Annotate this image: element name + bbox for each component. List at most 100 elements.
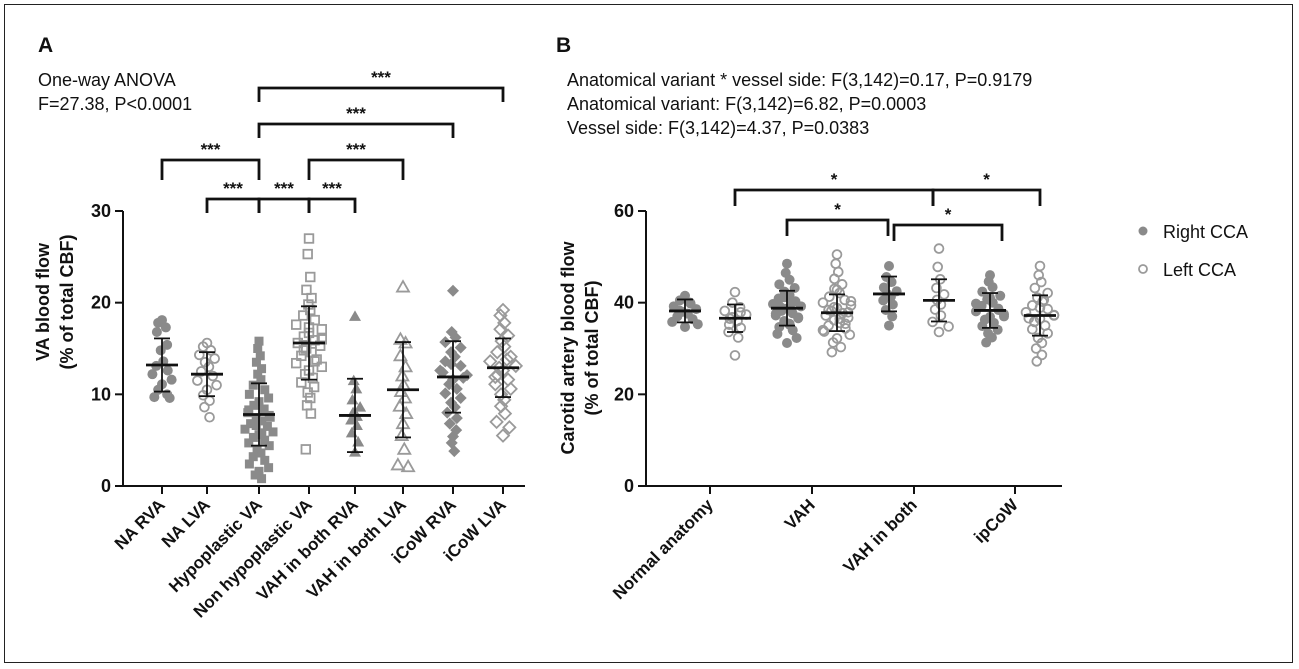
panel-a-point-na-lva-8 — [207, 370, 219, 382]
panel-b-label: B — [556, 34, 571, 57]
panel-a-point-hypoplastic-va-24 — [260, 435, 270, 445]
panel-a-point-vah-in-both-lva-1 — [392, 331, 408, 345]
panel-a-errorbar-hypoplastic-va — [243, 382, 275, 447]
panel-a-point-non-hypoplastic-va-8 — [309, 314, 320, 326]
panel-b-point-vah-in-both-right-cca-11 — [884, 320, 894, 331]
panel-a-errorbar-icow-lva — [487, 337, 519, 398]
panel-b-point-normal-anatomy-left-cca-13 — [735, 306, 746, 318]
panel-a-y-tick-label-30: 30 — [91, 201, 111, 221]
panel-b-point-vah-in-both-left-cca-0 — [933, 243, 945, 254]
panel-a-point-icow-lva-0 — [495, 302, 511, 318]
panel-a-point-vah-in-both-rva-2 — [350, 382, 363, 394]
panel-b-series-normal-anatomy-right-cca — [667, 290, 703, 332]
panel-a-point-hypoplastic-va-19 — [262, 421, 272, 431]
panel-a-point-hypoplastic-va-9 — [244, 389, 254, 399]
panel-b-errorbar-normal-anatomy-left-cca — [719, 303, 751, 333]
panel-a-bracket-3-label: *** — [322, 179, 342, 198]
panel-a-bracket-5 — [257, 122, 455, 138]
panel-b-errorbar-ipcow-right-cca — [974, 292, 1006, 329]
panel-a-point-vah-in-both-lva-12 — [394, 427, 410, 441]
panel-a-point-na-rva-3 — [151, 327, 162, 337]
panel-a-point-hypoplastic-va-1 — [253, 344, 263, 353]
panel-b-stats-line-3: Vessel side: F(3,142)=4.37, P=0.0383 — [567, 118, 869, 138]
panel-b-point-vah-in-both-left-cca-10 — [943, 321, 954, 332]
panel-a-point-hypoplastic-va-10 — [264, 393, 274, 403]
panel-a-series-hypoplastic-va — [240, 336, 278, 484]
panel-a-point-hypoplastic-va-29 — [248, 452, 258, 462]
panel-b-point-ipcow-left-cca-6 — [1037, 296, 1048, 308]
legend-label-right-cca: Right CCA — [1163, 222, 1248, 242]
panel-b-point-normal-anatomy-left-cca-3 — [719, 305, 731, 317]
panel-a-point-non-hypoplastic-va-3 — [301, 284, 312, 296]
panel-a-point-non-hypoplastic-va-4 — [306, 292, 317, 304]
panel-b-errorbar-ipcow-left-cca — [1024, 294, 1056, 337]
panel-a-point-non-hypoplastic-va-15 — [314, 340, 326, 351]
panel-b-point-vah-right-cca-3 — [774, 279, 785, 290]
panel-a-series-non-hypoplastic-va — [290, 233, 328, 455]
panel-b-x-tick-label-vah-in-both: VAH in both — [840, 495, 921, 576]
panel-a-point-hypoplastic-va-4 — [257, 364, 267, 374]
panel-a-bracket-2 — [257, 197, 311, 213]
panel-a-point-icow-rva-17 — [448, 401, 461, 414]
panel-a-point-na-lva-15 — [204, 411, 215, 423]
panel-b-bracket-3 — [892, 223, 1004, 241]
panel-b-point-ipcow-left-cca-17 — [1036, 337, 1048, 349]
panel-b-point-vah-left-cca-16 — [828, 314, 840, 326]
panel-a-point-icow-rva-8 — [454, 359, 467, 372]
panel-b-point-vah-right-cca-26 — [793, 312, 804, 323]
panel-b-stats-line-2: Anatomical variant: F(3,142)=6.82, P=0.0… — [567, 94, 926, 114]
panel-a-bracket-4 — [307, 158, 405, 180]
legend-marker-left-cca — [1138, 264, 1148, 274]
panel-a-point-non-hypoplastic-va-7 — [298, 310, 309, 321]
panel-a-point-icow-rva-14 — [439, 387, 452, 400]
panel-b-series-ipcow-right-cca — [971, 270, 1009, 348]
panel-b-ylabel: Carotid artery blood flow (% of total CB… — [558, 240, 602, 454]
panel-a-point-icow-rva-19 — [450, 412, 463, 425]
panel-b-bracket-2-label: * — [983, 170, 990, 189]
panel-a-point-hypoplastic-va-12 — [249, 400, 259, 410]
panel-b-bracket-1-label: * — [834, 200, 841, 219]
panel-b-series-ipcow-left-cca — [1020, 260, 1060, 367]
panel-a-point-non-hypoplastic-va-10 — [316, 324, 328, 335]
panel-a-errorbar-na-lva — [191, 351, 223, 398]
panel-a-point-hypoplastic-va-30 — [260, 455, 270, 465]
panel-b-point-ipcow-left-cca-15 — [1042, 328, 1053, 339]
panel-a-bracket-1 — [205, 197, 261, 213]
panel-a-point-hypoplastic-va-32 — [264, 463, 274, 473]
panel-b-point-vah-in-both-left-cca-3 — [931, 282, 942, 294]
panel-b-point-ipcow-right-cca-21 — [999, 311, 1009, 322]
panel-b-point-vah-right-cca-24 — [787, 297, 798, 308]
panel-b-y-tick-label-0: 0 — [624, 476, 634, 496]
panel-b-point-vah-left-cca-25 — [826, 346, 838, 358]
panel-a-point-hypoplastic-va-18 — [246, 419, 256, 429]
panel-b-point-vah-right-cca-25 — [770, 308, 781, 319]
panel-b-point-vah-in-both-right-cca-0 — [884, 261, 894, 271]
panel-a-bracket-2-label: *** — [274, 179, 294, 198]
figure-frame — [4, 4, 1293, 663]
panel-a-point-na-lva-14 — [199, 401, 210, 413]
panel-b-errorbar-normal-anatomy-right-cca — [669, 298, 701, 324]
panel-a-bracket-5-label: *** — [346, 104, 366, 123]
panel-a-bracket-6 — [257, 86, 505, 102]
panel-a-point-na-lva-2 — [205, 345, 217, 356]
panel-a-ylabel: VA blood flow (% of total CBF) — [33, 235, 77, 370]
panel-b-point-normal-anatomy-left-cca-0 — [729, 286, 741, 298]
panel-a-point-hypoplastic-va-37 — [265, 412, 275, 422]
panel-a-bracket-0-label: *** — [201, 140, 221, 159]
panel-a-point-hypoplastic-va-16 — [251, 413, 261, 423]
panel-a-point-hypoplastic-va-3 — [251, 357, 261, 367]
panel-a-point-non-hypoplastic-va-30 — [305, 408, 317, 419]
panel-a-series-na-lva — [191, 337, 223, 423]
panel-b-point-vah-left-cca-31 — [817, 324, 829, 336]
panel-a-point-non-hypoplastic-va-27 — [302, 387, 313, 398]
panel-a-series-vah-in-both-rva — [339, 310, 371, 457]
panel-b-y-tick-label-40: 40 — [614, 293, 634, 313]
panel-b-errorbar-vah-in-both-left-cca — [923, 278, 955, 323]
panel-b-bracket-2 — [931, 188, 1042, 206]
panel-a-point-icow-lva-25 — [488, 369, 503, 385]
panel-a-point-na-lva-6 — [203, 361, 215, 373]
panel-a-point-hypoplastic-va-25 — [244, 438, 254, 448]
panel-b-point-ipcow-left-cca-20 — [1031, 356, 1043, 367]
panel-a-point-vah-in-both-rva-8 — [350, 419, 363, 430]
panel-a-point-hypoplastic-va-5 — [253, 369, 263, 379]
